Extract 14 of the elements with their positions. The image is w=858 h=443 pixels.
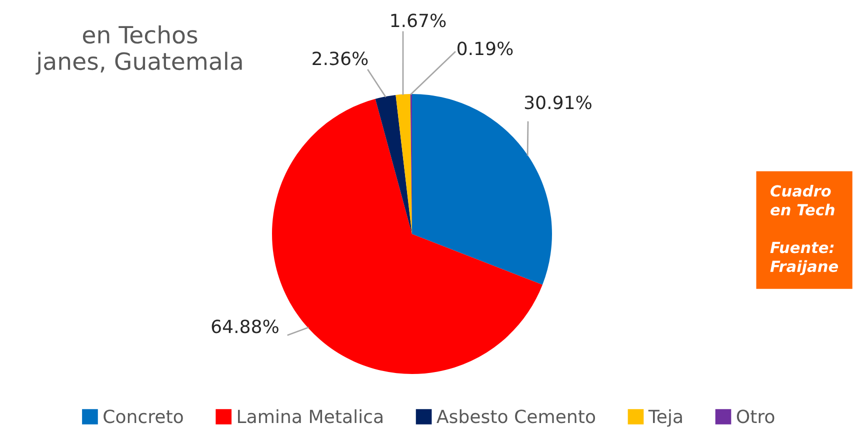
legend-label: Asbesto Cemento	[436, 409, 596, 424]
pie-slice	[396, 94, 412, 234]
legend-label: Teja	[648, 409, 682, 427]
data-label: 1.67%	[391, 14, 446, 28]
data-label: 2.36%	[312, 52, 368, 66]
text: Cuadro en Tech Fuente: Fraijane	[770, 184, 838, 276]
pie-slice	[375, 94, 412, 234]
legend-label: Lamina Metalica	[238, 409, 382, 424]
data-label: 0.19%	[458, 42, 513, 56]
data-label: 30.91%	[524, 96, 592, 110]
text: en Techos janes, Guatemala	[36, 25, 242, 75]
legend-label: Otro	[736, 410, 774, 424]
legend-label: Concreto	[104, 410, 183, 424]
data-label: 64.88%	[212, 320, 278, 334]
